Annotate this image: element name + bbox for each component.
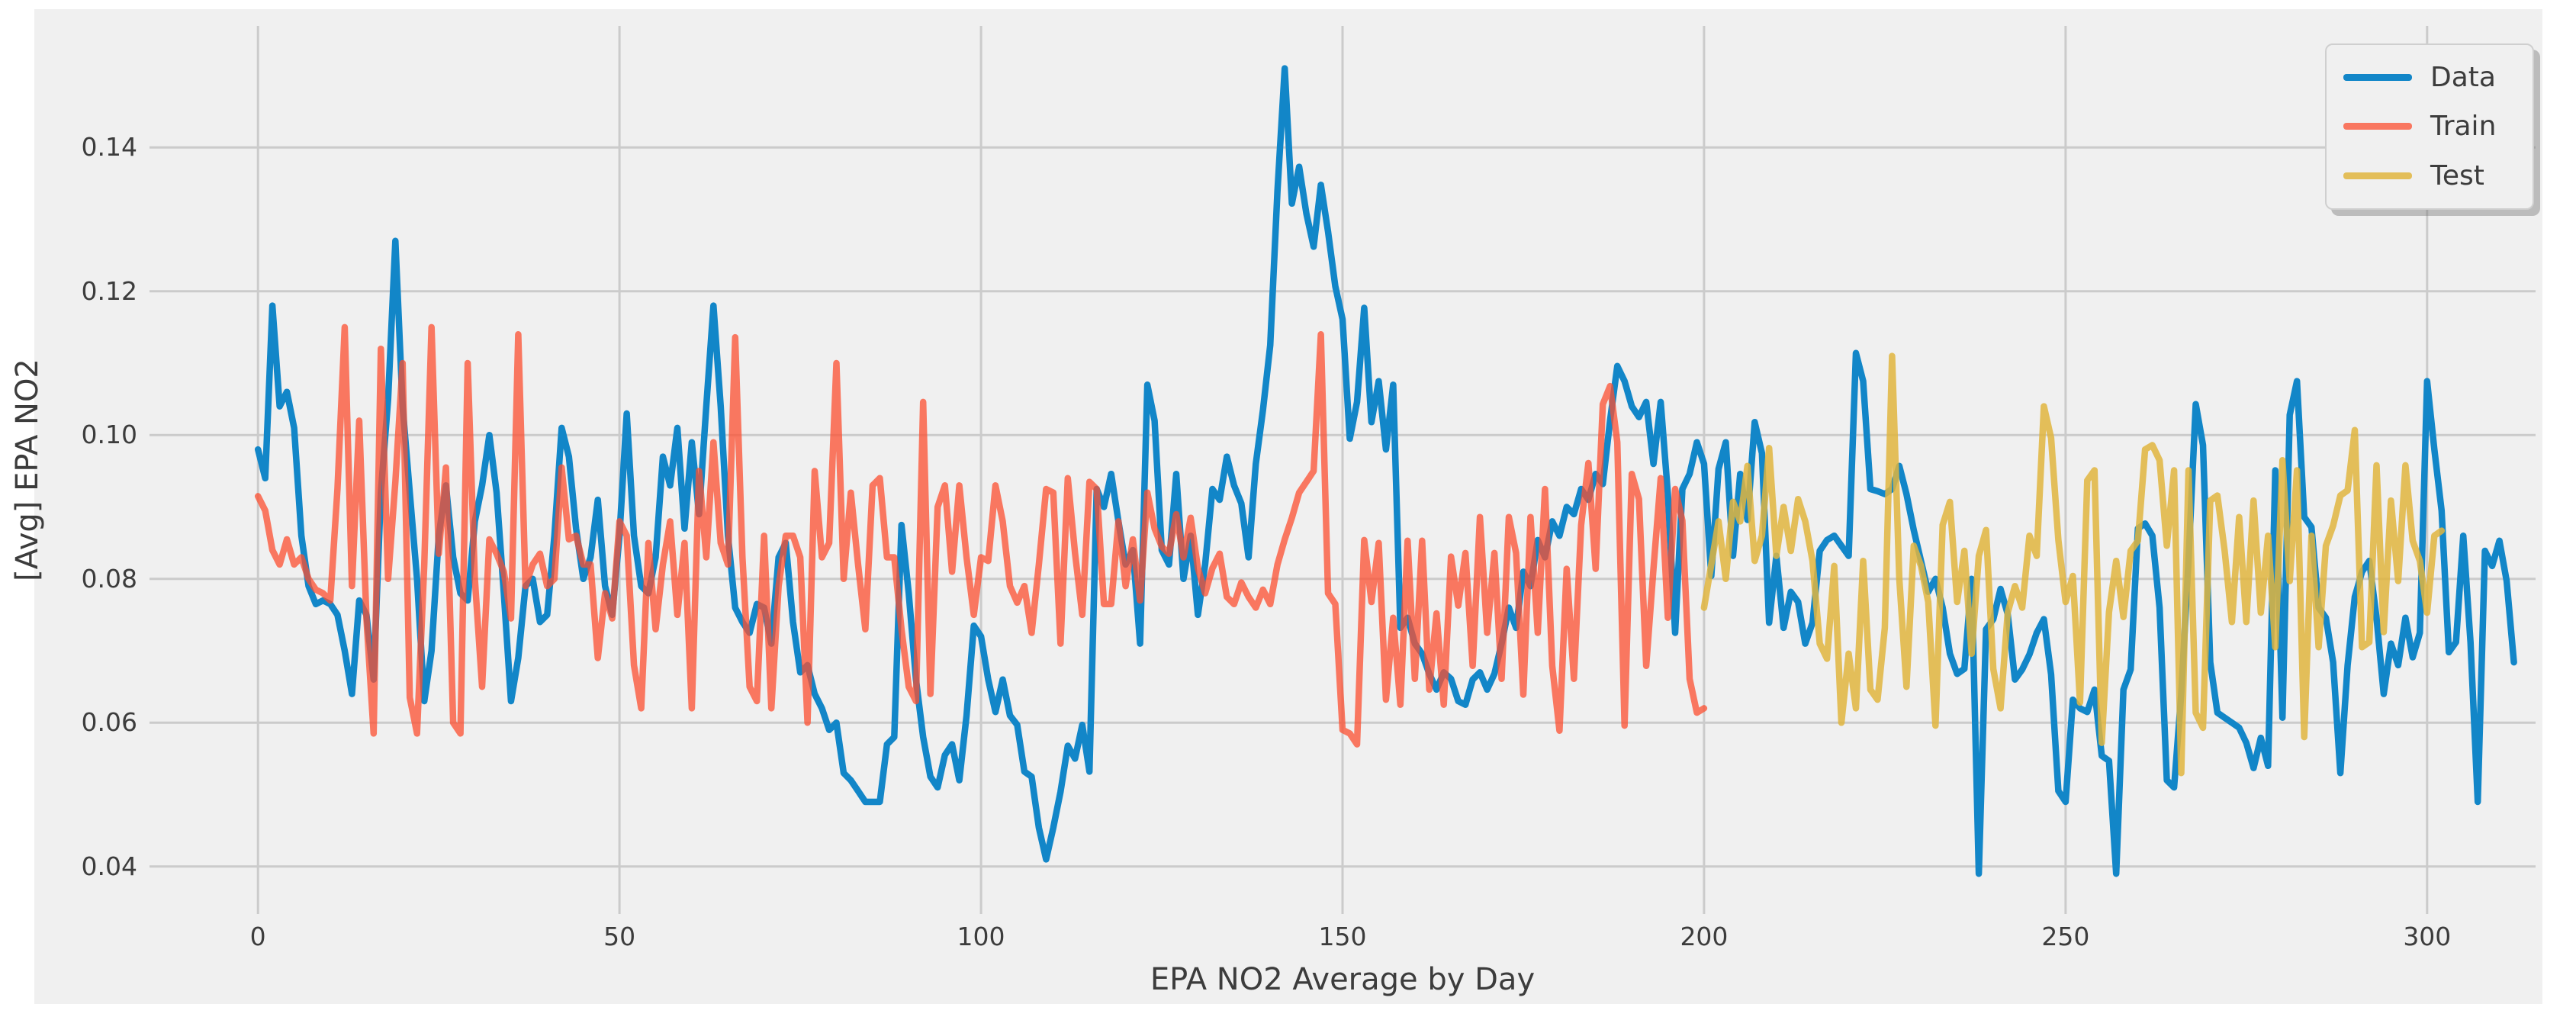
x-tick-label: 100	[957, 922, 1005, 951]
x-tick-label: 250	[2041, 922, 2090, 951]
legend-row-data: Data	[2327, 62, 2533, 93]
series-line-train	[254, 323, 1708, 748]
y-tick-label: 0.14	[81, 132, 137, 163]
legend-label-data: Data	[2430, 61, 2496, 93]
legend-row-test: Test	[2327, 160, 2533, 191]
y-axis-label: [Avg] EPA NO2	[10, 359, 45, 581]
x-tick-label: 150	[1318, 922, 1367, 951]
legend: Data Train Test	[2325, 43, 2534, 210]
y-tick-label: 0.08	[81, 563, 137, 594]
y-tick-label: 0.12	[81, 275, 137, 306]
y-tick-label: 0.04	[81, 851, 137, 881]
train-series-swatch-icon	[2343, 123, 2412, 130]
y-tick-label: 0.10	[81, 420, 137, 450]
x-tick-label: 0	[249, 922, 266, 951]
data-series-swatch-icon	[2343, 73, 2412, 81]
legend-label-test: Test	[2430, 160, 2484, 192]
x-tick-label: 200	[1680, 922, 1729, 951]
x-tick-label: 50	[603, 922, 636, 951]
legend-row-train: Train	[2327, 111, 2533, 142]
y-tick-label: 0.06	[81, 707, 137, 738]
x-tick-label: 300	[2403, 922, 2452, 951]
test-series-swatch-icon	[2343, 172, 2412, 180]
legend-label-train: Train	[2430, 111, 2497, 143]
x-axis-label: EPA NO2 Average by Day	[1150, 962, 1536, 997]
series-line-test	[1700, 352, 2446, 777]
